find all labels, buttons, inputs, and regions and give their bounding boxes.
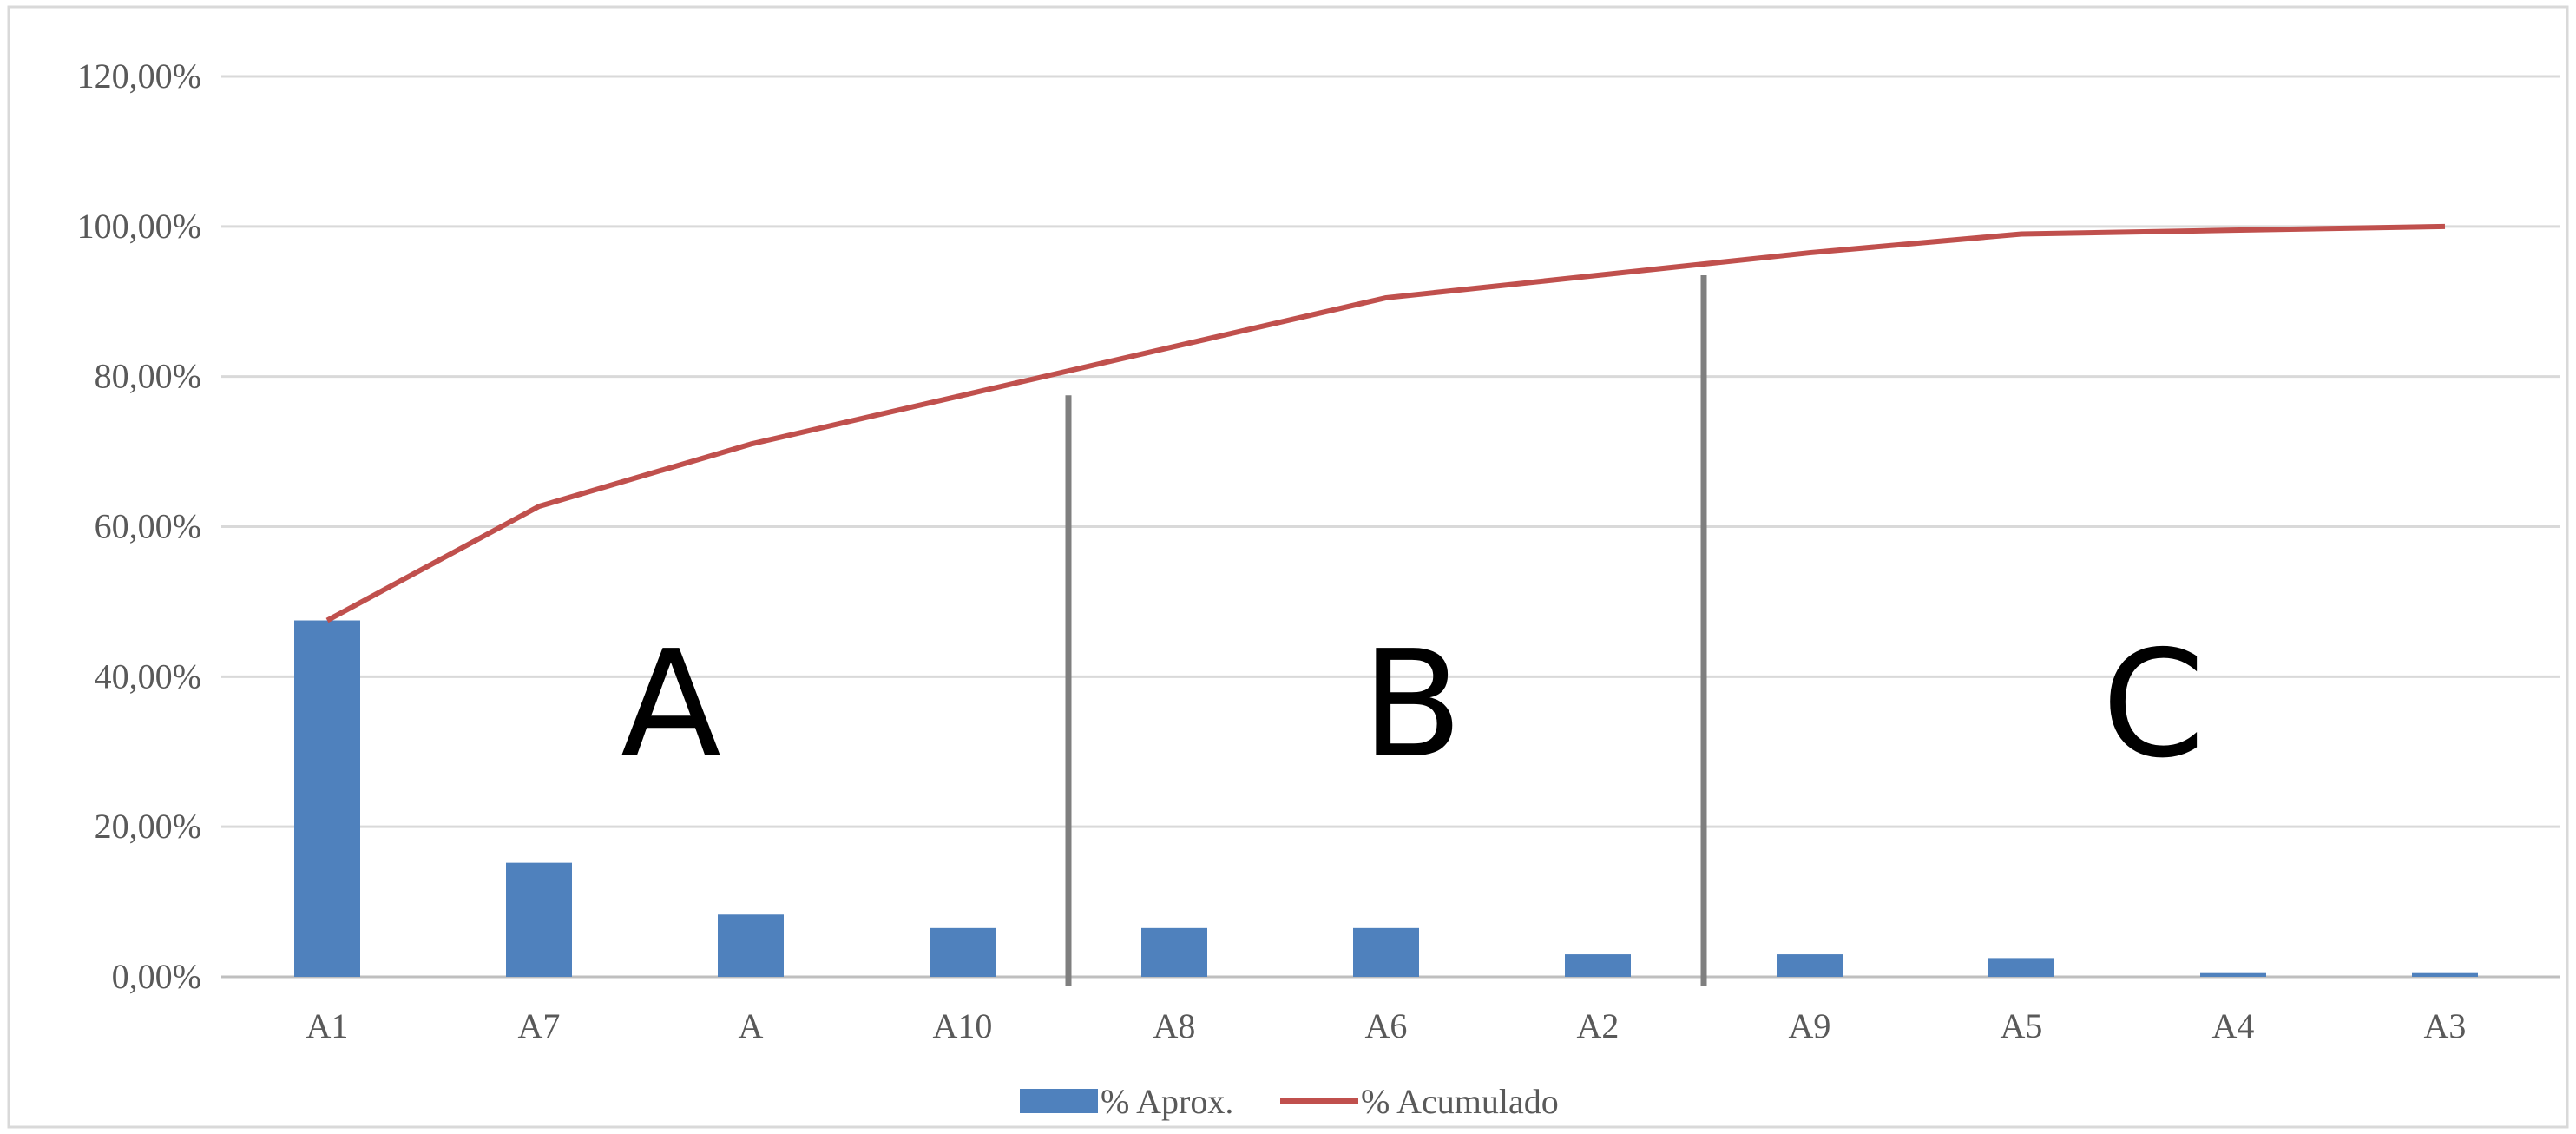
x-tick-label: A6: [1365, 1006, 1408, 1045]
y-tick-label: 0,00%: [112, 957, 201, 996]
bar: [2200, 972, 2266, 977]
bar: [2412, 972, 2478, 977]
bar: [1353, 927, 1419, 977]
y-tick-label: 120,00%: [77, 56, 201, 96]
x-tick-label: A2: [1577, 1006, 1620, 1045]
bar: [718, 914, 784, 977]
bar: [1988, 958, 2054, 977]
y-tick-label: 80,00%: [95, 357, 201, 396]
legend: % Aprox. % Acumulado: [1020, 1082, 1559, 1121]
y-tick-label: 100,00%: [77, 207, 201, 246]
y-tick-label: 20,00%: [95, 807, 201, 846]
bar: [294, 620, 360, 977]
x-tick-label: A4: [2212, 1006, 2255, 1045]
zone-label-a: A: [621, 619, 721, 791]
line-series: [325, 223, 2446, 623]
legend-label-bar: % Aprox.: [1101, 1082, 1233, 1121]
chart-frame: [7, 5, 2569, 1129]
zone-label-b: B: [1362, 619, 1463, 791]
zone-markers: A B C: [621, 275, 2205, 986]
bar: [930, 927, 996, 977]
x-tick-label: A9: [1789, 1006, 1831, 1045]
x-tick-label: A3: [2424, 1006, 2467, 1045]
x-tick-label: A8: [1153, 1006, 1196, 1045]
x-axis-tick-labels: A1 A7 A A10 A8 A6 A2 A9 A5 A4 A3: [306, 1006, 2467, 1045]
bar: [1777, 954, 1843, 977]
y-tick-label: 40,00%: [95, 656, 201, 696]
legend-label-line: % Acumulado: [1361, 1082, 1559, 1121]
bar: [1141, 927, 1207, 977]
x-tick-label: A1: [306, 1006, 349, 1045]
x-tick-label: A5: [2001, 1006, 2043, 1045]
gridlines: [221, 75, 2560, 979]
y-axis-tick-labels: 0,00% 20,00% 40,00% 60,00% 80,00% 100,00% 120,…: [77, 56, 201, 996]
legend-swatch-bar: [1020, 1089, 1098, 1113]
bar-series: [294, 620, 2478, 977]
y-tick-label: 60,00%: [95, 507, 201, 546]
bar: [1565, 954, 1631, 977]
bar: [506, 862, 572, 977]
x-tick-label: A7: [518, 1006, 561, 1045]
zone-label-c: C: [2102, 619, 2205, 791]
x-tick-label: A10: [933, 1006, 993, 1045]
x-tick-label: A: [739, 1006, 764, 1045]
